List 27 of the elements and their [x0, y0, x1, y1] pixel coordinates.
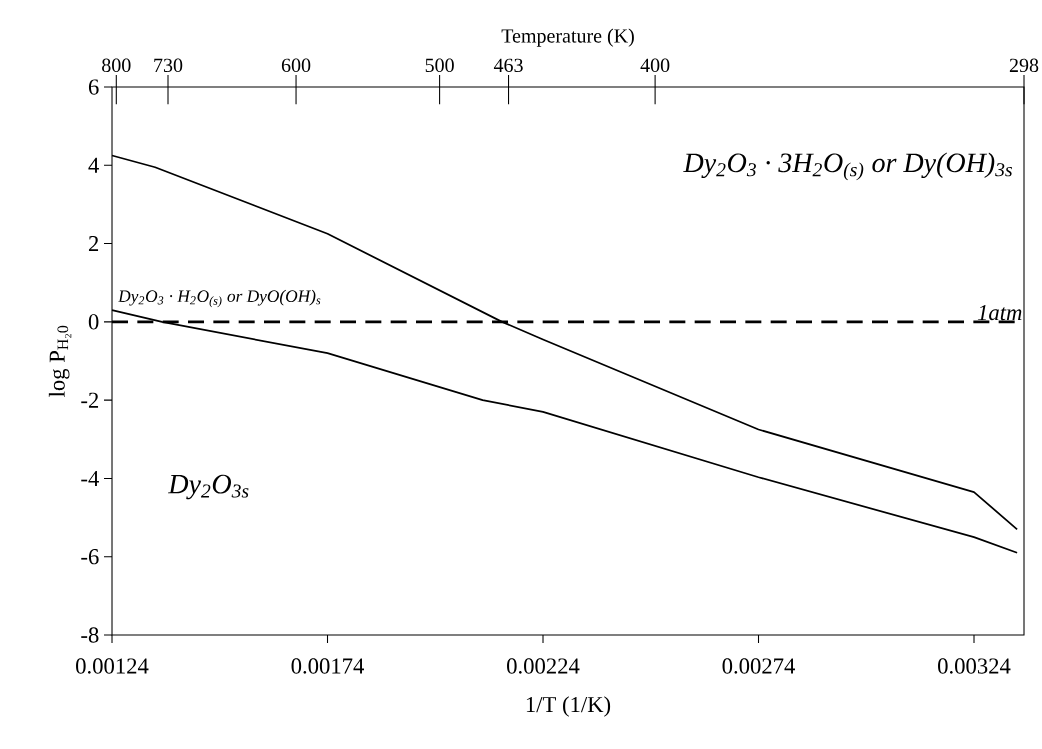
y-tick-label: 2 [88, 236, 99, 252]
text: 400 [640, 58, 670, 73]
x-axis-title: 1/T (1/K) [526, 696, 611, 717]
y-tick-label: -4 [81, 470, 99, 486]
text: 500 [425, 58, 454, 73]
x-tick-label: 0.00324 [938, 658, 1011, 674]
text: 463 [493, 58, 523, 73]
x2-axis-title: Temperature (K) [501, 28, 634, 47]
text: Dy$_{2}$O$_{3}$ · 3H$_{2}$O$_{(s)}$ or Dy(OH)$_{3s}$ [683, 152, 1013, 181]
text: 800 [102, 58, 131, 73]
annotation: Dy$_{2}$O$_{3s}$ [168, 474, 249, 500]
text: 298 [1009, 58, 1039, 73]
y-tick-label: 6 [88, 79, 99, 95]
text: 730 [154, 58, 183, 73]
x-tick-label: 0.00174 [291, 658, 364, 674]
x-tick-label: 0.00124 [76, 658, 149, 674]
text: 600 [281, 58, 311, 73]
y-tick-label: 4 [88, 157, 99, 173]
y-tick-label: 0 [88, 314, 99, 330]
y-tick-label: -6 [81, 549, 99, 565]
ref-line-label: 1atm [977, 305, 1022, 321]
y-tick-label: -8 [81, 627, 99, 643]
text: Dy$_{2}$O$_{3}$ · H$_{2}$O$_{(s)}$ or DyO(OH)$_{s}$ [117, 289, 321, 308]
y-axis-title: log P$_{H₂0}$ [48, 325, 72, 397]
y-tick-label: -2 [81, 392, 99, 408]
x-tick-label: 0.00224 [507, 658, 580, 674]
x-tick-label: 0.00274 [722, 658, 795, 674]
